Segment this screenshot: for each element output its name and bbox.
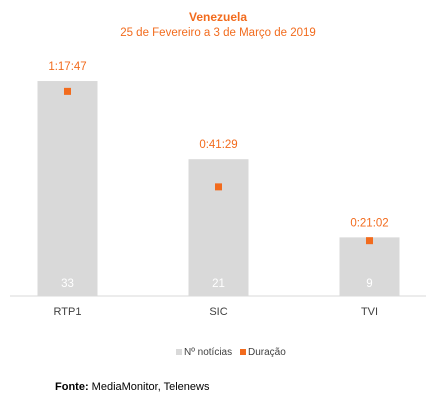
legend-label: Duração <box>248 347 286 358</box>
legend-label: Nº notícias <box>184 347 232 358</box>
bar-value-label: 33 <box>61 278 74 290</box>
duration-label: 0:21:02 <box>350 217 388 229</box>
bar-value-label: 21 <box>212 278 225 290</box>
legend-swatch <box>176 349 182 355</box>
duration-marker <box>64 87 71 95</box>
chart-title: Venezuela <box>189 10 247 24</box>
bar <box>37 81 98 297</box>
source-label: Fonte: <box>55 381 89 393</box>
x-tick-label: RTP1 <box>54 306 82 318</box>
chart-subtitle: 25 de Fevereiro a 3 de Março de 2019 <box>120 27 316 39</box>
source-text: MediaMonitor, Telenews <box>92 381 210 393</box>
x-tick-label: SIC <box>209 306 227 318</box>
source: Fonte: MediaMonitor, Telenews <box>55 381 210 393</box>
duration-label: 0:41:29 <box>199 139 237 151</box>
x-tick-label: TVI <box>361 306 378 318</box>
duration-marker <box>366 237 373 245</box>
duration-marker <box>215 183 222 191</box>
duration-label: 1:17:47 <box>48 61 86 73</box>
legend-swatch <box>240 349 246 355</box>
bar <box>188 159 249 296</box>
bar-value-label: 9 <box>366 278 372 290</box>
bar <box>339 237 400 296</box>
